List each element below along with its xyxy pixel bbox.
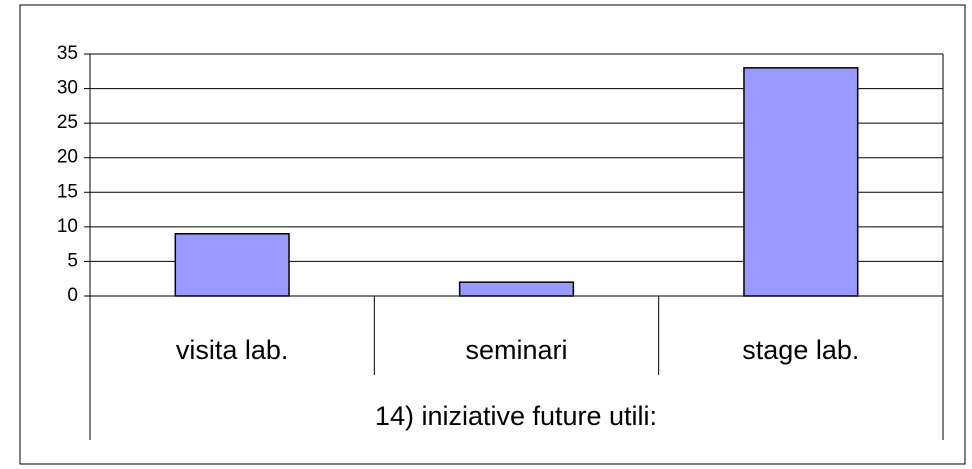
- y-tick-label: 15: [57, 181, 78, 202]
- y-tick-label: 35: [57, 43, 78, 64]
- x-tick-label: stage lab.: [742, 335, 859, 365]
- x-tick-label: visita lab.: [176, 335, 289, 365]
- y-tick-label: 20: [57, 147, 78, 168]
- y-tick-label: 30: [57, 78, 78, 99]
- y-tick-label: 0: [67, 285, 78, 306]
- bar: [174, 233, 290, 297]
- x-tick-label: seminari: [465, 335, 567, 365]
- x-axis-label: 14) iniziative future utili:: [375, 401, 657, 431]
- bar: [743, 67, 859, 297]
- bar: [458, 281, 575, 297]
- y-tick-label: 5: [67, 250, 78, 271]
- y-tick-label: 10: [57, 216, 78, 237]
- y-tick-label: 25: [57, 112, 78, 133]
